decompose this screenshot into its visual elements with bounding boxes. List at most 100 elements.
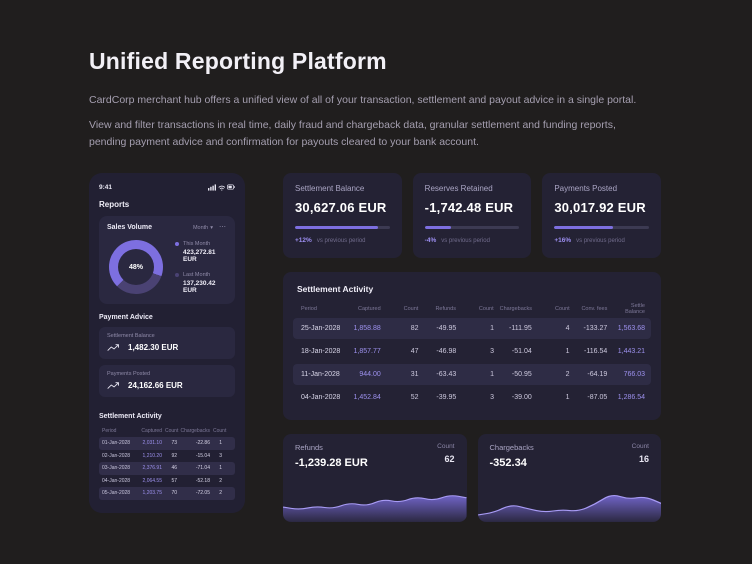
settlement-balance-card: Settlement Balance 1,482.30 EUR xyxy=(99,327,235,359)
donut-percent-label: 48% xyxy=(128,263,143,271)
table-row: 05-Jan-2028 1,203.75 70 -72.05 2 xyxy=(99,487,235,500)
stat-value: 30,017.92 EUR xyxy=(554,200,646,215)
stat-value: -1,742.48 EUR xyxy=(424,200,514,215)
delta-badge: +12% xyxy=(295,237,312,244)
more-menu-button[interactable]: ⋯ xyxy=(219,224,227,231)
area-fill xyxy=(477,495,661,522)
column-header: Count xyxy=(165,427,179,434)
period-select[interactable]: Month ▾ xyxy=(193,225,213,231)
column-header: Period xyxy=(301,306,317,312)
column-header: Count xyxy=(555,306,570,312)
stat-value: 30,627.06 EUR xyxy=(295,200,387,215)
chargebacks-area-chart xyxy=(477,495,661,522)
column-header: Count xyxy=(403,306,419,312)
dashboard-main: Settlement Balance 30,627.06 EUR +12% vs… xyxy=(283,173,662,522)
progress-bar xyxy=(295,226,390,229)
table-header-row: Period Captured Count Refunds Count Char… xyxy=(293,303,651,315)
table-row: 01-Jan-2028 2,031.10 73 -22.86 1 xyxy=(99,437,235,450)
trend-icon xyxy=(107,382,119,389)
legend-item-last-month: Last Month 137,230.42 EUR xyxy=(175,272,225,294)
stat-card-payments-posted: Payments Posted 30,017.92 EUR +16% vs pr… xyxy=(542,173,662,258)
column-header: Conv. fees xyxy=(581,306,608,312)
chart-title: Chargebacks xyxy=(489,443,534,452)
delta-note: vs previous period xyxy=(316,238,366,244)
legend-value: 137,230.42 EUR xyxy=(183,279,216,294)
column-header: Captured xyxy=(358,306,381,312)
stat-card-settlement-balance: Settlement Balance 30,627.06 EUR +12% vs… xyxy=(283,173,402,258)
legend-dot-icon xyxy=(175,241,179,246)
intro-paragraph-2: View and filter transactions in real tim… xyxy=(89,118,616,148)
sales-donut-chart: 48% xyxy=(109,240,163,294)
count-value: 16 xyxy=(638,454,649,464)
status-bar: 9:41 xyxy=(99,182,235,192)
stat-title: Settlement Balance xyxy=(295,184,365,193)
stat-title: Payments Posted xyxy=(554,184,618,193)
advice-card-value: 1,482.30 EUR xyxy=(128,343,179,352)
chart-value: -352.34 xyxy=(489,457,527,469)
column-header: Count xyxy=(478,306,494,312)
progress-bar xyxy=(424,226,520,229)
column-header: Captured xyxy=(141,427,162,434)
donut-legend: This Month 423,272.81 EUR Last Month 137… xyxy=(175,241,225,294)
advice-card-value: 24,162.66 EUR xyxy=(128,381,183,390)
bottom-charts-row: Refunds -1,239.28 EUR Count 62 xyxy=(283,434,661,522)
chargebacks-chart-card: Chargebacks -352.34 Count 16 xyxy=(477,434,661,522)
area-line xyxy=(283,495,467,510)
progress-bar-fill xyxy=(554,226,614,229)
refunds-area-chart xyxy=(283,495,467,522)
table-row: 03-Jan-2028 2,376.91 46 -71.04 1 xyxy=(99,462,235,475)
table-row: 04-Jan-2028 1,452.84 52 -39.95 3 -39.00 1 -87.0… xyxy=(301,394,645,401)
progress-bar-fill xyxy=(295,226,379,229)
column-header: Refunds xyxy=(435,306,456,312)
delta-badge: -4% xyxy=(424,237,437,244)
table-row: 04-Jan-2028 2,064.55 57 -52.18 2 xyxy=(102,477,222,484)
column-header: Count xyxy=(213,427,227,434)
payments-posted-card: Payments Posted 24,162.66 EUR xyxy=(99,365,235,397)
table-row: 18-Jan-2028 1,857.77 47 -46.98 3 -51.04 1 -116.… xyxy=(301,348,645,355)
table-row: 02-Jan-2028 1,210.20 92 -15.04 3 xyxy=(102,452,222,459)
table-title: Settlement Activity xyxy=(297,284,374,294)
trend-icon xyxy=(107,344,119,351)
progress-bar-fill xyxy=(424,226,452,229)
chevron-down-icon: ▾ xyxy=(210,224,213,231)
sales-volume-card: Sales Volume Month ▾ ⋯ 48% xyxy=(99,216,235,304)
page-title: Unified Reporting Platform xyxy=(89,48,387,74)
legend-label: Last Month xyxy=(183,271,211,278)
status-time: 9:41 xyxy=(99,183,113,191)
status-icons xyxy=(208,184,235,191)
phone-screen-title: Reports xyxy=(99,200,130,209)
legend-item-this-month: This Month 423,272.81 EUR xyxy=(175,241,225,263)
legend-dot-icon xyxy=(175,272,179,277)
phone-settlement-table: Period Captured Count Chargebacks Count … xyxy=(99,426,235,500)
hero: Unified Reporting Platform CardCorp merc… xyxy=(89,48,689,158)
legend-value: 423,272.81 EUR xyxy=(183,248,216,263)
signal-icon xyxy=(208,184,216,191)
column-header: Chargebacks xyxy=(499,306,533,312)
stat-card-reserves-retained: Reserves Retained -1,742.48 EUR -4% vs p… xyxy=(412,173,532,258)
phone-settlement-activity-title: Settlement Activity xyxy=(99,413,162,420)
advice-card-label: Payments Posted xyxy=(107,371,151,377)
payment-advice-section-title: Payment Advice xyxy=(99,314,153,321)
stat-cards-row: Settlement Balance 30,627.06 EUR +12% vs… xyxy=(283,173,662,258)
donut-hole: 48% xyxy=(118,249,154,285)
area-line xyxy=(477,495,661,516)
table-header-row: Period Captured Count Chargebacks Count xyxy=(99,426,235,435)
legend-label: This Month xyxy=(183,240,211,247)
delta-badge: +16% xyxy=(554,237,572,244)
column-header: Period xyxy=(102,427,117,434)
area-fill xyxy=(283,495,467,522)
sales-volume-title: Sales Volume xyxy=(107,224,153,231)
progress-bar xyxy=(554,226,650,229)
chart-value: -1,239.28 EUR xyxy=(295,457,368,469)
chart-title: Refunds xyxy=(295,443,323,452)
settlement-activity-table-card: Settlement Activity Period Captured Coun… xyxy=(283,272,661,420)
delta-note: vs previous period xyxy=(441,238,490,244)
period-select-value: Month xyxy=(192,224,209,231)
column-header: Chargebacks xyxy=(180,427,210,434)
phone-mockup: 9:41 Reports xyxy=(89,173,245,513)
advice-card-label: Settlement Balance xyxy=(107,333,155,339)
count-label: Count xyxy=(631,443,649,450)
battery-icon xyxy=(227,184,235,190)
count-value: 62 xyxy=(444,454,455,464)
